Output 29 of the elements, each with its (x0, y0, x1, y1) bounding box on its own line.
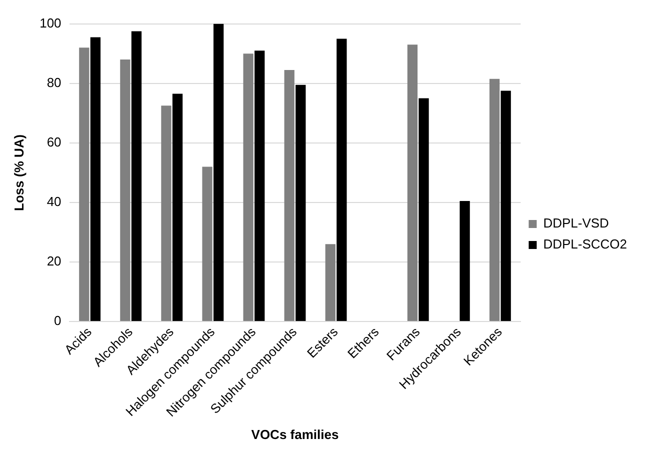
bar (407, 44, 418, 322)
bar (90, 37, 101, 322)
x-axis-title: VOCs families (251, 426, 339, 442)
bar (79, 48, 90, 322)
bar (243, 54, 254, 322)
bar (202, 166, 212, 322)
legend-label: DDPL-SCCO2 (543, 236, 627, 252)
y-axis-title: Loss (% UA) (11, 134, 26, 211)
bar (161, 106, 172, 322)
bar (418, 98, 429, 322)
bar (254, 50, 265, 322)
bar (284, 70, 294, 322)
bar (336, 38, 347, 322)
bar (296, 84, 306, 322)
bar (325, 244, 336, 322)
bar (500, 90, 511, 322)
bar (213, 24, 224, 322)
bar (172, 94, 183, 322)
y-tick-label: 0 (54, 313, 62, 328)
y-tick-label: 20 (46, 254, 62, 269)
legend-label: DDPL-VSD (543, 216, 609, 231)
y-tick-label: 80 (46, 74, 62, 90)
bar (120, 60, 130, 322)
y-tick-label: 40 (46, 194, 62, 210)
bar (131, 31, 142, 322)
bar (460, 200, 470, 322)
bar (489, 78, 500, 322)
y-tick-label: 60 (46, 134, 62, 150)
y-tick-label: 100 (40, 15, 62, 30)
